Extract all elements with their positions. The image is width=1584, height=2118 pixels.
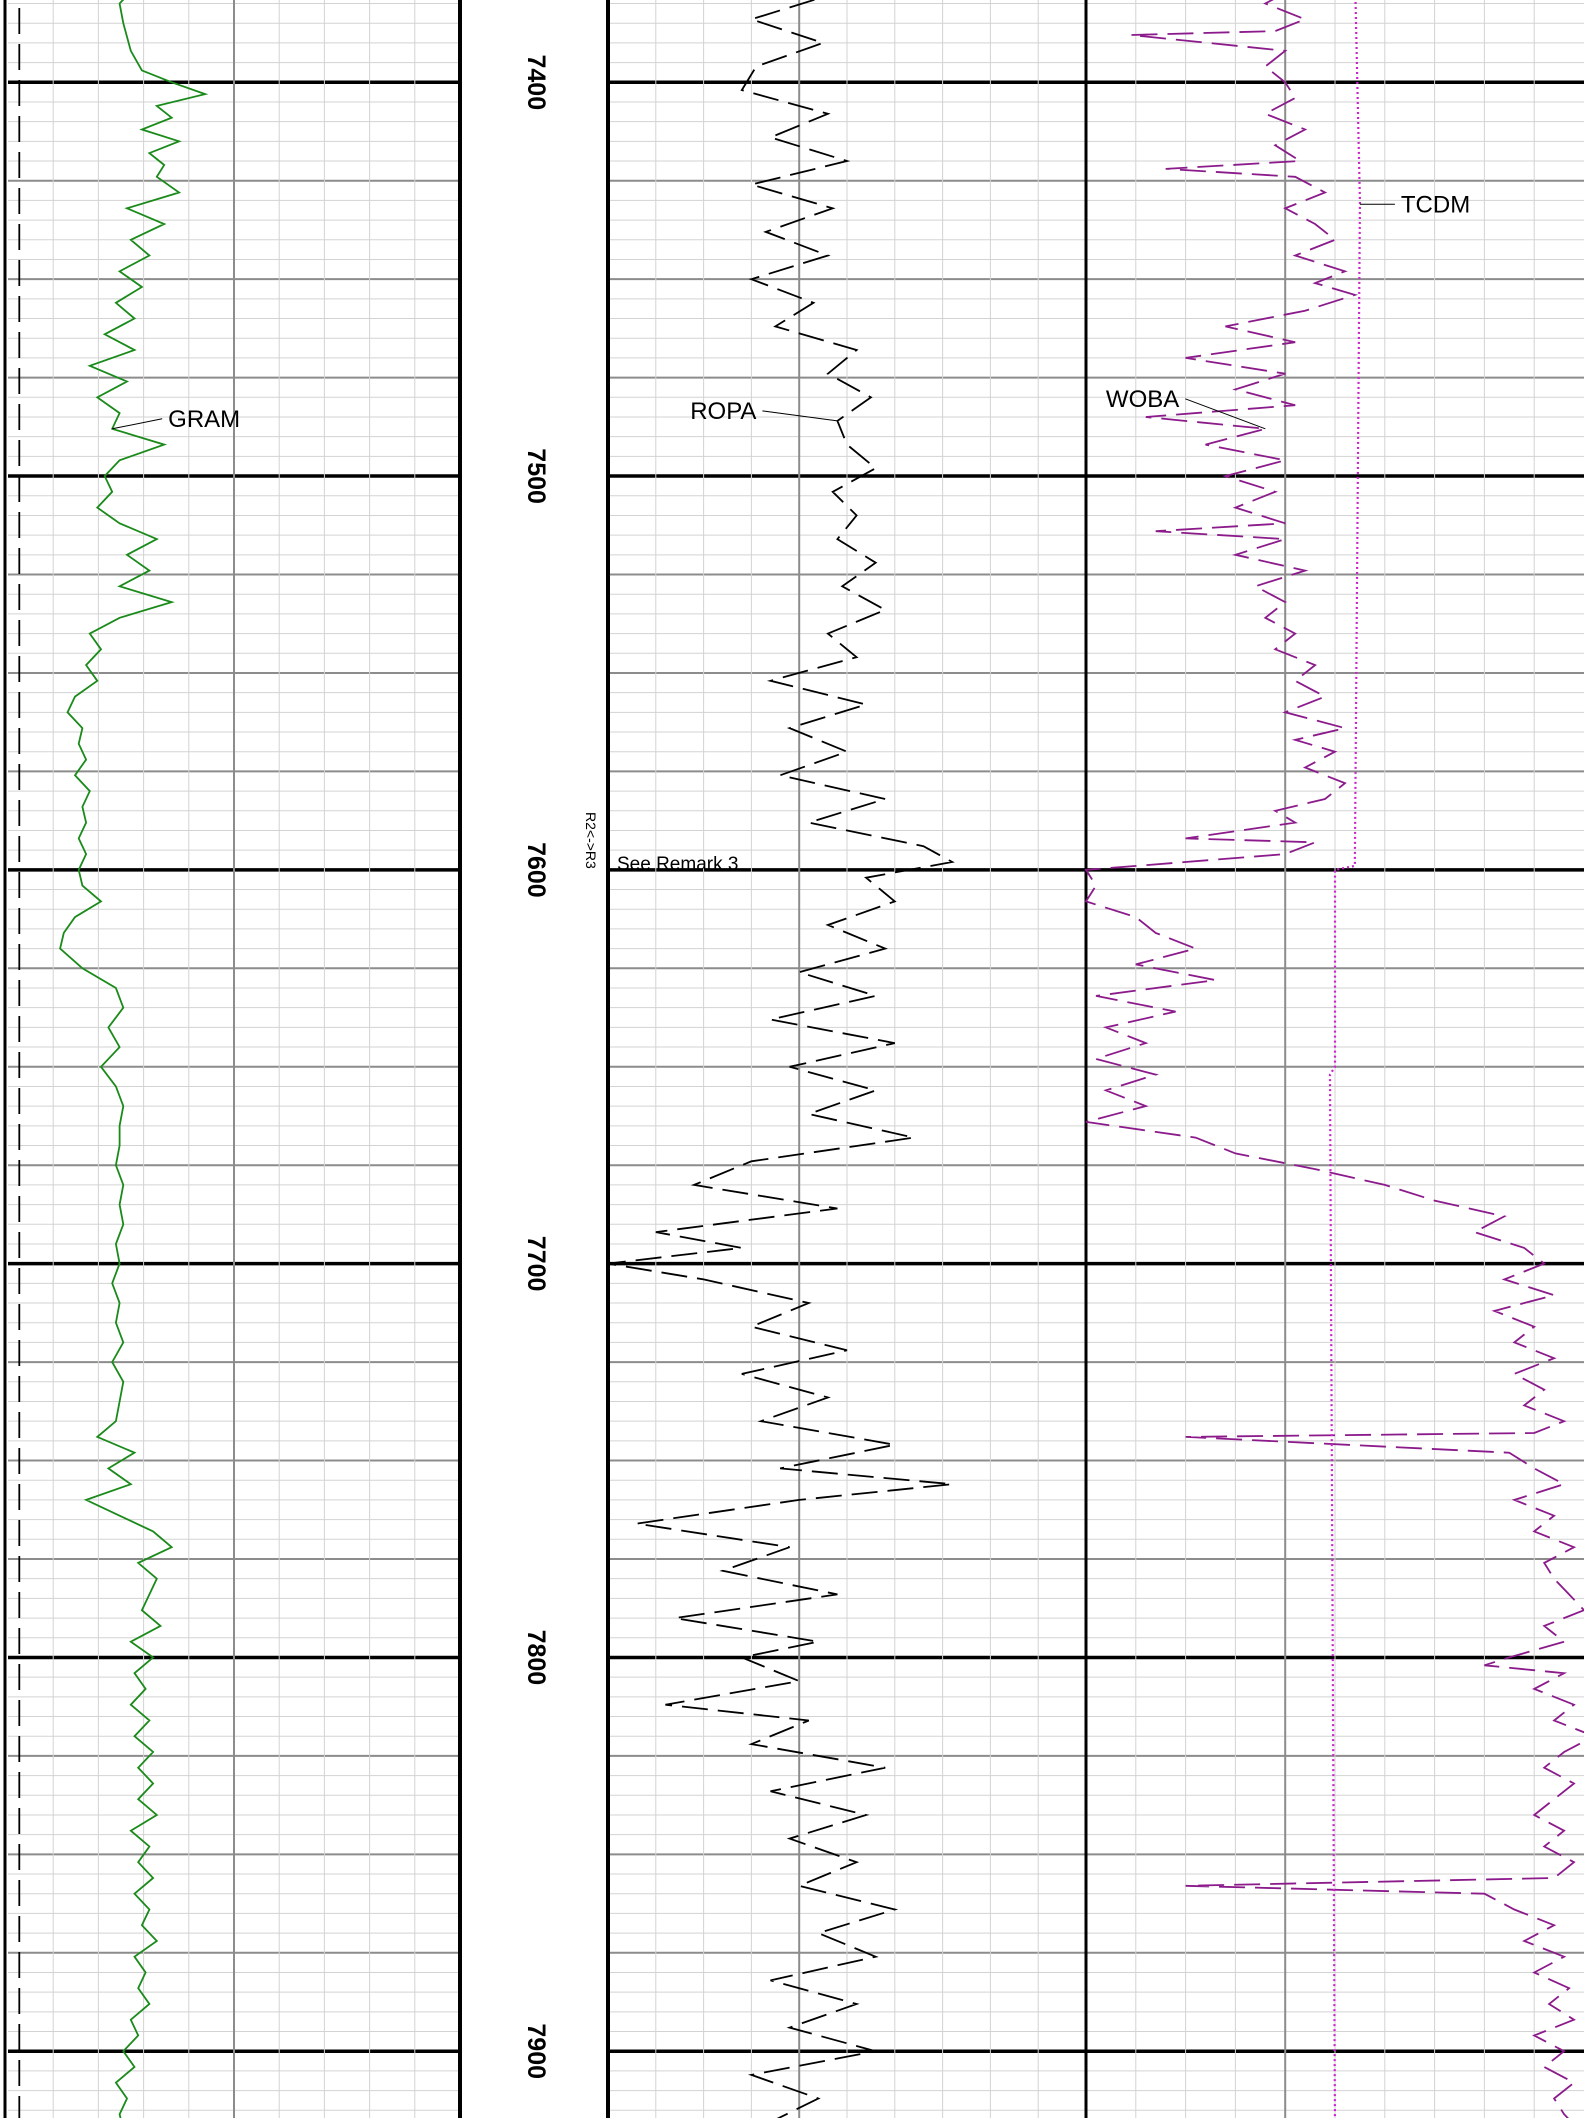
curve-ropa [607,0,955,2118]
curve-label-leader [1185,398,1266,430]
curve-label-ropa: ROPA [690,398,756,425]
remark-group: R2<->R3 See Remark 3 [583,812,738,875]
curves-layer [18,0,1584,2118]
labels-layer: TVDGRAMROPAWOBATCDM [112,191,1470,433]
curve-woba [1084,0,1584,2118]
curve-label-leader [762,410,838,422]
depth-track: 7400 7500 7600 7700 7800 7900 [522,54,550,2079]
curve-label-tcdm: TCDM [1401,191,1470,218]
depth-tick-label: 7400 [522,54,550,110]
curve-label-woba: WOBA [1106,386,1179,413]
remark-text: See Remark 3 [617,854,738,875]
depth-tick-label: 7900 [522,2023,550,2079]
depth-tick-label: 7700 [522,1236,550,1292]
curve-label-gram: GRAM [168,406,240,433]
grid-layer [3,0,1584,2118]
depth-tick-label: 7500 [522,448,550,504]
run-change-tag: R2<->R3 [583,812,599,869]
curve-gram [59,0,209,2118]
depth-tick-label: 7600 [522,842,550,898]
depth-tick-label: 7800 [522,1630,550,1686]
curve-label-leader [112,418,163,430]
curve-tcdm [1328,0,1362,2118]
